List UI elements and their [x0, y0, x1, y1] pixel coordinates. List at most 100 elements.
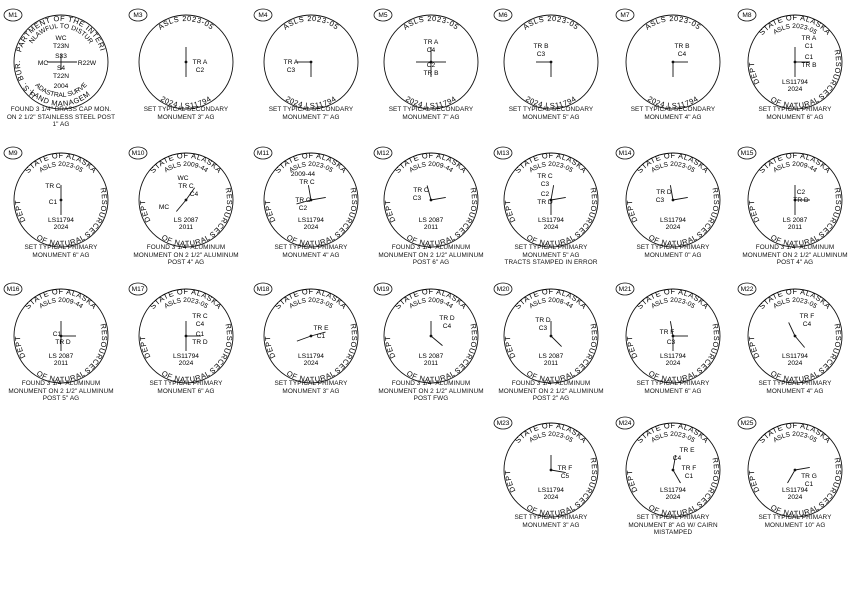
cap-stamp-text: TR B: [533, 43, 549, 50]
monument-m12: M12 STATE OF ALASKA ASLS 2009-44 DEPT OF NAT…: [370, 144, 492, 324]
monument-id-label: M6: [498, 12, 507, 19]
monument-m1: M1DEPARTMENT OF THE INTERIORUNLAWFUL TO …: [0, 0, 122, 186]
cap-stamp-text: TR F: [800, 313, 815, 320]
monument-id-tag: [737, 8, 757, 22]
cap-outline: [13, 14, 109, 110]
cap-stamp-text: TR C: [295, 197, 311, 204]
cap-license: LS11794: [298, 353, 324, 360]
monument-m8: M8 STATE OF ALASKA ASLS 2023-05 DEPT OF NATU…: [734, 6, 856, 186]
caption-line: SET TYPICAL SECONDARY: [143, 106, 229, 113]
cap-arc-top: ASLS 2023-05: [643, 14, 703, 32]
cap-stamp-text: C5: [561, 473, 570, 480]
boundary-line: [176, 199, 187, 212]
monument-m3: M3 ASLS 2023-05 2024 LS11794 TR A C2 SET TYPI…: [125, 6, 247, 186]
cap-side-left: MC: [159, 204, 169, 211]
monument-caption: SET TYPICAL PRIMARY MONUMENT 6" AG: [0, 244, 128, 259]
boundary-line: [669, 185, 674, 201]
monument-id-tag: [373, 8, 393, 22]
boundary-line: [787, 469, 796, 484]
cap-stamp-text: C4: [190, 191, 199, 198]
cap-arc-resources: RESOURCES: [452, 187, 479, 240]
monument-id-label: M23: [497, 420, 510, 427]
monument-m7: M7 ASLS 2023-05 2024 LS11794 TR B C4 SET TYPI…: [612, 6, 734, 186]
monument-id-tag: [3, 8, 23, 22]
caption-line: SET TYPICAL PRIMARY: [274, 380, 348, 387]
monument-caption: SET TYPICAL SECONDARY MONUMENT 7" AG: [244, 106, 378, 121]
cap-stamp-text: TR D: [793, 197, 809, 204]
cap-year: 2011: [424, 360, 439, 367]
monument-id-tag: [737, 416, 757, 430]
monument-m15: M15 STATE OF ALASKA ASLS 2009-44 DEPT OF NAT…: [734, 144, 856, 324]
cap-outline: [383, 288, 479, 384]
cap-stamp-text: TR C: [299, 179, 315, 186]
cap-stamp-text: TR C: [192, 313, 208, 320]
monument-caption: SET TYPICAL PRIMARY MONUMENT 4" AG: [244, 244, 378, 259]
boundary-line: [550, 185, 555, 201]
cap-license: LS 2087: [783, 217, 808, 224]
monument-caption: SET TYPICAL PRIMARY MONUMENT 0" AG: [606, 244, 740, 259]
center-point: [549, 198, 553, 202]
cap-stamp-text: TR D: [192, 339, 208, 346]
caption-line: SET TYPICAL SECONDARY: [388, 106, 474, 113]
caption-line: SET TYPICAL PRIMARY: [24, 244, 98, 251]
cap-license: LS 2087: [174, 217, 199, 224]
caption-line: SET TYPICAL PRIMARY: [636, 514, 710, 521]
center-point: [793, 60, 797, 64]
cap-arc-top: ASLS 2023-05: [156, 14, 216, 32]
cap-year: 2011: [424, 224, 439, 231]
center-point: [793, 334, 797, 338]
monument-id-tag: [493, 8, 513, 22]
cap-arc-resources: RESOURCES: [207, 323, 234, 376]
monument-caption: SET TYPICAL SECONDARY MONUMENT 3" AG: [119, 106, 253, 121]
center-point: [184, 334, 188, 338]
monument-id-tag: [615, 282, 635, 296]
cap-stamp-text: S33: [55, 53, 67, 60]
monument-id-tag: [493, 282, 513, 296]
cap-license: LS11794: [660, 353, 686, 360]
cap-outline: [625, 288, 721, 384]
center-point: [793, 198, 797, 202]
caption-line: FOUND 3 1/4" ALUMINUM: [391, 244, 471, 251]
cap-year: 2024: [666, 224, 681, 231]
cap-outline: [13, 288, 109, 384]
caption-line: FOUND 3 1/4" ALUMINUM: [21, 380, 101, 387]
cap-stamp-text: 2004: [54, 83, 69, 90]
cap-stamp-text: WC: [56, 35, 67, 42]
caption-line: MONUMENT ON 2 1/2" ALUMINUM: [133, 251, 239, 259]
monument-id-tag: [373, 146, 393, 160]
cap-arc-resources: RESOURCES: [572, 323, 599, 376]
cap-outline: [138, 14, 234, 110]
monument-caption: SET TYPICAL PRIMARY MONUMENT 6" AG: [728, 106, 856, 121]
caption-line: MONUMENT 3" AG: [157, 113, 215, 121]
monument-id-tag: [493, 146, 513, 160]
boundary-line: [185, 187, 195, 201]
cap-stamp-text: TR E: [313, 325, 329, 332]
cap-stamp-text: TR B: [801, 62, 817, 69]
boundary-line: [672, 469, 681, 484]
monument-caption: FOUND 3 1/4" ALUMINUM MONUMENT ON 2 1/2" …: [119, 244, 253, 267]
monument-m24: M24 STATE OF ALASKA ASLS 2023-05 DEPT OF NAT…: [612, 414, 734, 594]
center-point: [184, 198, 188, 202]
monument-caption: SET TYPICAL PRIMARY MONUMENT 4" AG: [728, 380, 856, 395]
boundary-line: [672, 455, 677, 471]
cap-outline: [263, 288, 359, 384]
cap-stamp-text: C2: [797, 189, 806, 196]
cap-arc-resources: RESOURCES: [332, 323, 359, 376]
cap-year: 2024: [788, 86, 803, 93]
cap-outline: [138, 152, 234, 248]
cap-stamp-text: C2: [427, 62, 436, 69]
cap-stamp-text: TR A: [284, 59, 299, 66]
cap-stamp-text: WC: [178, 175, 189, 182]
caption-line: SET TYPICAL PRIMARY: [758, 380, 832, 387]
monument-caption: FOUND 3 1/4" ALUMINUM MONUMENT ON 2 1/2" …: [728, 244, 856, 267]
monument-id-tag: [737, 282, 757, 296]
caption-line: FOUND 3 1/4" ALUMINUM: [755, 244, 835, 251]
center-point: [549, 334, 553, 338]
cap-outline: [747, 288, 843, 384]
